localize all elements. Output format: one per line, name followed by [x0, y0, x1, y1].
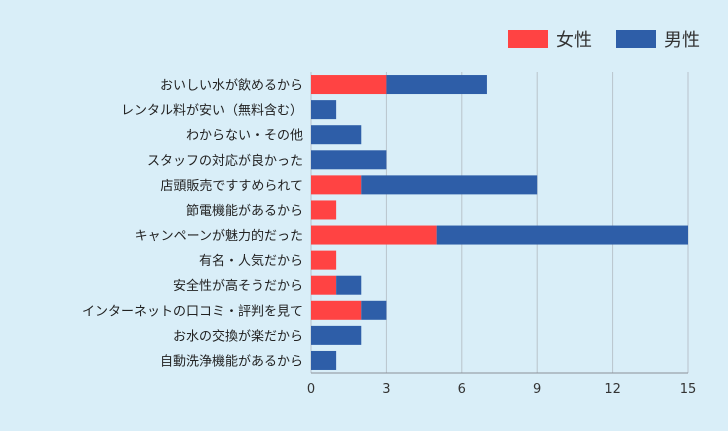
bar-female-7 — [311, 250, 337, 270]
bar-male-8 — [336, 275, 362, 295]
category-label-3: スタッフの対応が良かった — [147, 153, 303, 169]
category-label-10: お水の交換が楽だから — [173, 328, 303, 344]
bar-male-11 — [311, 350, 337, 370]
category-label-6: キャンペーンが魅力的だった — [135, 228, 303, 244]
category-label-4: 店頭販売ですすめられて — [160, 178, 303, 194]
x-tick-label-4: 12 — [604, 382, 621, 397]
category-label-11: 自動洗浄機能があるから — [160, 354, 303, 369]
x-tick-label-5: 15 — [680, 382, 697, 397]
bar-male-2 — [311, 125, 362, 145]
legend-swatch-female — [508, 30, 548, 48]
category-label-5: 節電機能があるから — [186, 204, 303, 219]
bar-male-4 — [361, 175, 538, 195]
category-label-1: レンタル料が安い（無料含む） — [121, 103, 303, 119]
legend-item-female: 女性 — [508, 26, 592, 52]
bar-female-9 — [311, 300, 362, 320]
x-tick-label-3: 9 — [533, 382, 541, 397]
bar-male-10 — [311, 325, 362, 345]
category-label-0: おいしい水が飲めるから — [160, 78, 303, 94]
x-tick-label-2: 6 — [458, 382, 466, 397]
x-tick-label-0: 0 — [307, 382, 315, 397]
bar-female-4 — [311, 175, 362, 195]
bar-male-9 — [361, 300, 387, 320]
category-label-8: 安全性が高そうだから — [173, 278, 303, 294]
category-label-9: インターネットの口コミ・評判を見て — [82, 304, 303, 319]
legend-item-male: 男性 — [616, 26, 700, 52]
x-tick-label-1: 3 — [382, 382, 390, 397]
category-label-2: わからない・その他 — [186, 129, 303, 144]
category-label-7: 有名・人気だから — [199, 253, 303, 269]
legend-label-male: 男性 — [664, 30, 700, 51]
bar-female-0 — [311, 75, 387, 95]
bar-female-5 — [311, 200, 337, 220]
bar-female-8 — [311, 275, 337, 295]
bar-male-6 — [436, 225, 688, 245]
bar-male-3 — [311, 150, 387, 170]
bar-male-0 — [386, 75, 487, 95]
legend: 女性 男性 — [508, 26, 700, 52]
bar-female-6 — [311, 225, 437, 245]
legend-swatch-male — [616, 30, 656, 48]
bar-male-1 — [311, 100, 337, 120]
legend-label-female: 女性 — [556, 30, 592, 51]
